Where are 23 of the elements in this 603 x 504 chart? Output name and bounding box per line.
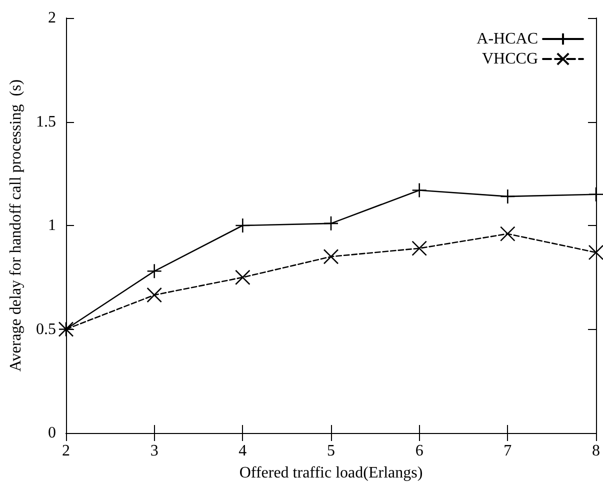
x-tick-label: 7: [504, 442, 512, 460]
y-tick-label: 1: [48, 217, 56, 234]
x-tick-label: 3: [150, 442, 158, 460]
point: [323, 248, 339, 264]
x-tick-label: 4: [238, 442, 247, 460]
point: [235, 270, 250, 286]
x-axis-title: Offered traffic load(Erlangs): [239, 464, 423, 482]
y-tick-label: 2: [48, 10, 56, 26]
y-tick-label: 1.5: [36, 113, 56, 130]
point: [412, 240, 427, 256]
x-tick-label: 6: [415, 442, 424, 460]
y-tick-label: 0.5: [36, 320, 56, 338]
point: [146, 287, 162, 303]
point: [323, 216, 339, 232]
x-tick-label: 8: [592, 442, 600, 460]
legend-label: A-HCAC: [476, 30, 538, 48]
x-tick-label: 2: [62, 442, 70, 460]
legend-label: VHCCG: [482, 50, 538, 68]
y-axis-title: Average delay for handoff call processing (s): [8, 79, 24, 372]
x-tick-label: 5: [327, 442, 335, 460]
y-tick-label: 0: [48, 424, 56, 442]
point: [588, 244, 603, 260]
point: [500, 226, 516, 242]
